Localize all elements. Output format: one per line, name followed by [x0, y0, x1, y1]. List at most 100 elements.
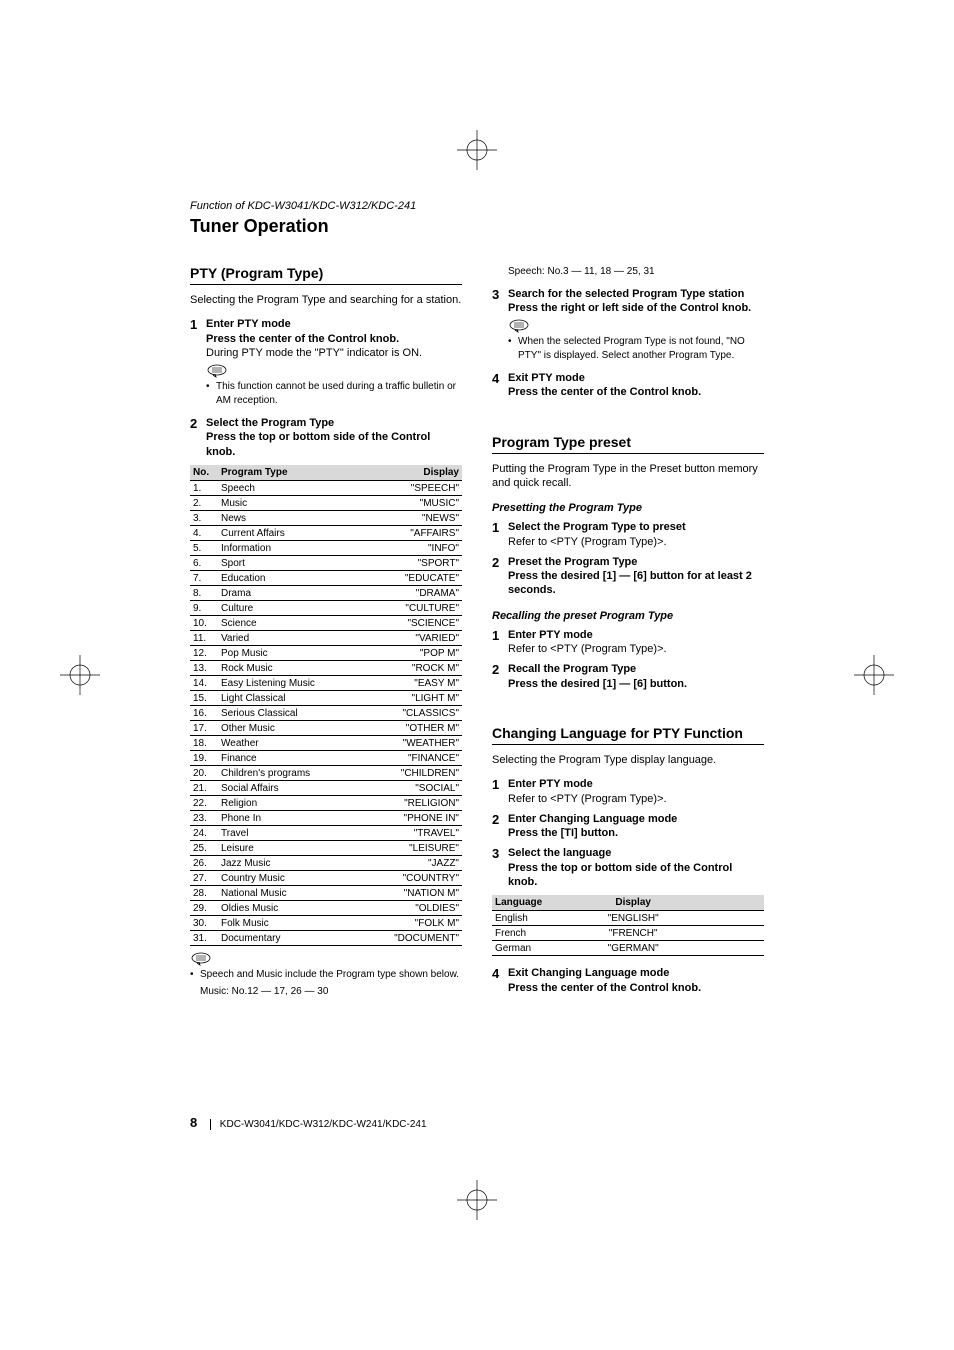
- step-title: Search for the selected Program Type sta…: [508, 287, 764, 301]
- table-row: 22.Religion"RELIGION": [190, 796, 462, 811]
- table-cell: Leisure: [218, 841, 361, 856]
- table-row: 16.Serious Classical"CLASSICS": [190, 706, 462, 721]
- table-cell: "WEATHER": [361, 736, 462, 751]
- note-text: This function cannot be used during a tr…: [206, 380, 462, 407]
- table-row: 26.Jazz Music"JAZZ": [190, 856, 462, 871]
- table-row: 7.Education"EDUCATE": [190, 571, 462, 586]
- table-row: 31.Documentary"DOCUMENT": [190, 931, 462, 946]
- table-row: 3.News"NEWS": [190, 511, 462, 526]
- table-cell: 26.: [190, 856, 218, 871]
- table-cell: "NEWS": [361, 511, 462, 526]
- crop-mark-top: [457, 130, 497, 170]
- note-text: Speech and Music include the Program typ…: [190, 968, 462, 982]
- table-cell: Pop Music: [218, 646, 361, 661]
- step-num: 1: [492, 777, 502, 806]
- table-cell: 4.: [190, 526, 218, 541]
- table-cell: 24.: [190, 826, 218, 841]
- step-sub: Press the desired [1] — [6] button.: [508, 677, 764, 691]
- step-num: 2: [492, 555, 502, 598]
- lang-step-3: 3 Select the language Press the top or b…: [492, 846, 764, 889]
- step-sub: Press the right or left side of the Cont…: [508, 301, 764, 315]
- table-cell: 13.: [190, 661, 218, 676]
- table-cell: 15.: [190, 691, 218, 706]
- section-preset-head: Program Type preset: [492, 434, 764, 454]
- table-row: 4.Current Affairs"AFFAIRS": [190, 526, 462, 541]
- step-title: Select the Program Type: [206, 416, 462, 430]
- table-row: 11.Varied"VARIED": [190, 631, 462, 646]
- table-cell: 31.: [190, 931, 218, 946]
- table-cell: French: [492, 926, 584, 941]
- step-title: Select the Program Type to preset: [508, 520, 764, 534]
- table-row: 8.Drama"DRAMA": [190, 586, 462, 601]
- table-cell: 19.: [190, 751, 218, 766]
- crop-mark-bottom: [457, 1180, 497, 1220]
- table-cell: 23.: [190, 811, 218, 826]
- table-cell: 9.: [190, 601, 218, 616]
- step-num: 2: [492, 812, 502, 841]
- lang-step-2: 2 Enter Changing Language mode Press the…: [492, 812, 764, 841]
- table-row: 15.Light Classical"LIGHT M": [190, 691, 462, 706]
- table-cell: 3.: [190, 511, 218, 526]
- table-cell: Easy Listening Music: [218, 676, 361, 691]
- table-row: 28.National Music"NATION M": [190, 886, 462, 901]
- section-lang-head: Changing Language for PTY Function: [492, 725, 764, 745]
- step-num: 4: [492, 371, 502, 400]
- table-cell: "FOLK M": [361, 916, 462, 931]
- step-sub: Press the [TI] button.: [508, 826, 764, 840]
- table-cell: Information: [218, 541, 361, 556]
- table-row: 29.Oldies Music"OLDIES": [190, 901, 462, 916]
- table-cell: Current Affairs: [218, 526, 361, 541]
- th-no: No.: [190, 465, 218, 481]
- table-cell: Children's programs: [218, 766, 361, 781]
- table-cell: 2.: [190, 496, 218, 511]
- table-cell: "PHONE IN": [361, 811, 462, 826]
- table-cell: "TRAVEL": [361, 826, 462, 841]
- table-cell: "GERMAN": [584, 941, 682, 956]
- th-type: Program Type: [218, 465, 361, 481]
- table-cell: Country Music: [218, 871, 361, 886]
- note-icon: [206, 364, 462, 378]
- table-cell: 6.: [190, 556, 218, 571]
- table-cell: "RELIGION": [361, 796, 462, 811]
- step-title: Enter Changing Language mode: [508, 812, 764, 826]
- preset-step-1: 1 Select the Program Type to preset Refe…: [492, 520, 764, 549]
- table-row: 10.Science"SCIENCE": [190, 616, 462, 631]
- table-row: French"FRENCH": [492, 926, 764, 941]
- crop-mark-right: [854, 655, 894, 695]
- step-title: Exit Changing Language mode: [508, 966, 764, 980]
- table-cell: "SCIENCE": [361, 616, 462, 631]
- step-num: 2: [190, 416, 200, 459]
- table-cell: 5.: [190, 541, 218, 556]
- table-cell: German: [492, 941, 584, 956]
- th-language: Language: [492, 895, 584, 911]
- table-cell: 11.: [190, 631, 218, 646]
- table-cell: 16.: [190, 706, 218, 721]
- section-pty-head: PTY (Program Type): [190, 265, 462, 285]
- table-cell: 28.: [190, 886, 218, 901]
- table-cell: Religion: [218, 796, 361, 811]
- subhead-presetting: Presetting the Program Type: [492, 502, 764, 514]
- step-num: 1: [190, 317, 200, 410]
- table-cell: Education: [218, 571, 361, 586]
- step-sub: Press the desired [1] — [6] button for a…: [508, 569, 764, 598]
- page-title: Tuner Operation: [190, 216, 764, 237]
- table-cell: Speech: [218, 481, 361, 496]
- table-cell: 29.: [190, 901, 218, 916]
- preset-intro: Putting the Program Type in the Preset b…: [492, 462, 764, 491]
- lang-table: Language Display English"ENGLISH"French"…: [492, 895, 764, 956]
- note-icon: [508, 319, 764, 333]
- table-cell: "NATION M": [361, 886, 462, 901]
- page-footer: 8 KDC-W3041/KDC-W312/KDC-W241/KDC-241: [190, 1115, 427, 1130]
- table-cell: [682, 911, 764, 926]
- table-cell: News: [218, 511, 361, 526]
- table-row: 24.Travel"TRAVEL": [190, 826, 462, 841]
- table-cell: "SPEECH": [361, 481, 462, 496]
- table-cell: 21.: [190, 781, 218, 796]
- subhead-recalling: Recalling the preset Program Type: [492, 610, 764, 622]
- right-column: Speech: No.3 — 11, 18 — 25, 31 3 Search …: [492, 265, 764, 1001]
- note-music: Music: No.12 — 17, 26 — 30: [190, 985, 462, 999]
- table-row: 12.Pop Music"POP M": [190, 646, 462, 661]
- table-cell: "INFO": [361, 541, 462, 556]
- step-2: 2 Select the Program Type Press the top …: [190, 416, 462, 459]
- table-row: 30.Folk Music"FOLK M": [190, 916, 462, 931]
